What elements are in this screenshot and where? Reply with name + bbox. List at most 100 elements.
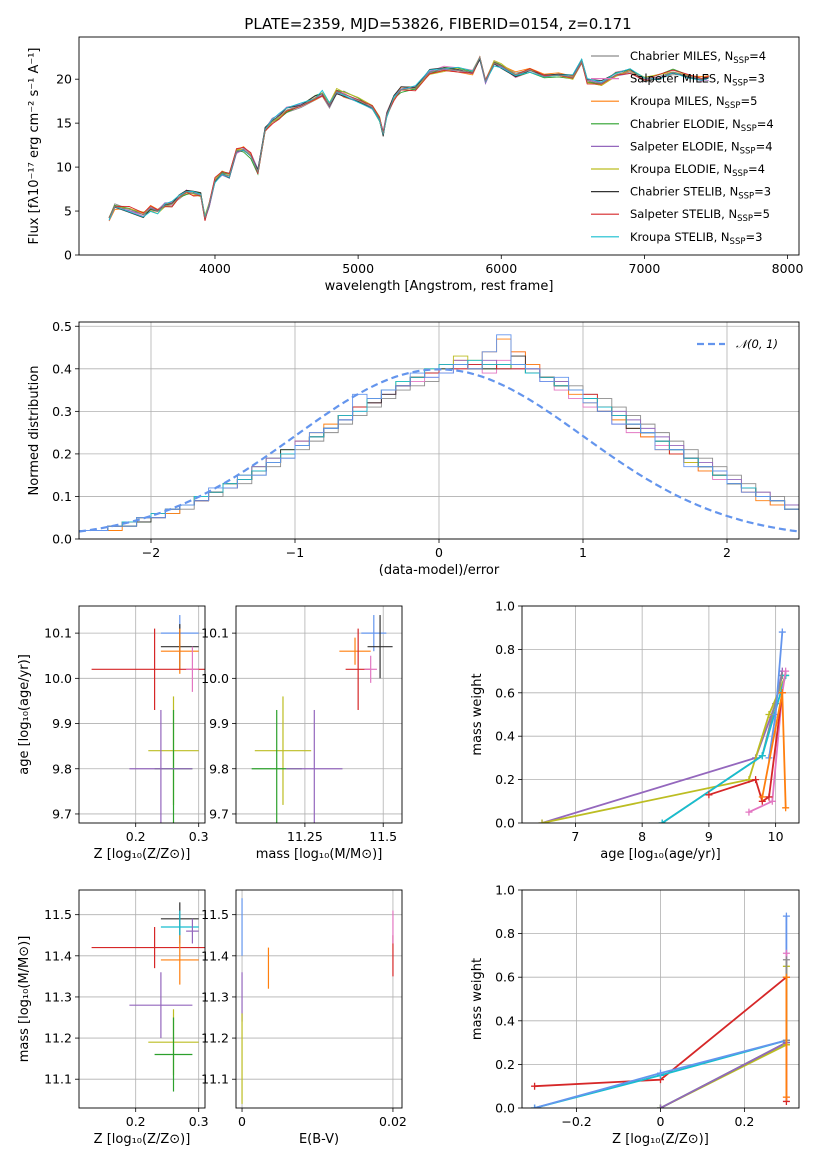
legend-label-suffix: =4 — [757, 117, 774, 131]
x-axis-label: Z [log₁₀(Z/Z⊙)] — [612, 1132, 709, 1147]
x-axis-label: age [log₁₀(age/yr)] — [600, 847, 721, 862]
y-tick-label: 5 — [64, 204, 72, 219]
weight-line-1 — [541, 675, 787, 823]
legend-label-sub: SSP — [738, 192, 754, 202]
legend-label-text: Salpeter ELODIE, N — [630, 139, 740, 153]
spectrum-model-3 — [108, 55, 709, 218]
x-axis-label: Z [log₁₀(Z/Z⊙)] — [94, 1132, 191, 1147]
x-tick-label: 4000 — [199, 261, 231, 276]
legend-label-sub: SSP — [737, 214, 753, 224]
weight-point-1 — [765, 711, 773, 718]
y-tick-label: 15 — [56, 116, 72, 131]
x-tick-label: 7 — [571, 829, 579, 844]
y-axis-label: age [log₁₀(age/yr)] — [17, 654, 32, 775]
spectrum-frame — [78, 36, 800, 256]
y-tick-label: 11.1 — [44, 1072, 72, 1087]
weight-point-8 — [782, 949, 790, 957]
weight-point-3 — [758, 752, 766, 760]
x-tick-label: 0.2 — [126, 1114, 146, 1129]
weight-line-5 — [660, 1041, 787, 1108]
legend-label-suffix: =3 — [754, 185, 771, 199]
y-tick-label: 9.8 — [52, 761, 72, 776]
y-tick-label: 11.4 — [44, 948, 72, 963]
y-tick-label: 9.9 — [209, 716, 229, 731]
legend-entry-label: Salpeter ELODIE, NSSP=4 — [630, 139, 773, 156]
weight-vs-Z-plot-area — [531, 912, 790, 1108]
weight-vs-age-axes: 7 8 9 10 0.0 0.2 0.4 0.6 0.8 1.0 age [log₁₀(age/yr… — [470, 599, 799, 862]
x-tick-label: 8000 — [772, 261, 804, 276]
mass-vs-ebv-plot-area — [241, 898, 394, 1104]
y-tick-label: 0.5 — [52, 319, 72, 334]
x-tick-label: 9 — [705, 829, 713, 844]
x-tick-label: 0 — [238, 1114, 246, 1129]
x-tick-label: −1 — [286, 545, 304, 560]
y-tick-label: 11.5 — [201, 907, 229, 922]
weight-point-6 — [752, 776, 760, 784]
spectrum-observed-line — [108, 56, 709, 219]
y-tick-label: 11.3 — [201, 989, 229, 1004]
x-tick-label: −0.2 — [561, 1114, 591, 1129]
x-tick-label: 2 — [723, 545, 731, 560]
weight-point-7 — [758, 793, 766, 801]
y-axis-label: mass weight — [470, 958, 485, 1040]
legend-label-sub: SSP — [740, 146, 756, 156]
weight-point-5 — [768, 797, 776, 805]
x-tick-label: 0.3 — [189, 829, 209, 844]
y-tick-label: 11.1 — [201, 1072, 229, 1087]
x-tick-label: 5000 — [342, 261, 374, 276]
y-tick-label: 0.0 — [495, 816, 515, 831]
y-tick-label: 0.0 — [495, 1101, 515, 1116]
age-vs-mass-plot-area — [251, 615, 393, 823]
legend-label-suffix: =4 — [748, 162, 765, 176]
legend-entry-label: Kroupa ELODIE, NSSP=4 — [630, 162, 765, 179]
x-tick-label: 11.25 — [287, 829, 323, 844]
x-tick-label: 0.2 — [734, 1114, 754, 1129]
residual-histogram-9 — [79, 334, 799, 539]
x-tick-label: 0.02 — [379, 1114, 407, 1129]
weight-point-10 — [782, 956, 790, 964]
legend-label-text: Kroupa ELODIE, N — [630, 162, 732, 176]
weight-point-5 — [782, 667, 790, 675]
weight-line-5 — [748, 670, 787, 813]
y-tick-label: 20 — [56, 72, 72, 87]
y-tick-label: 10.1 — [201, 626, 229, 641]
weight-point-5 — [745, 808, 753, 816]
legend-label-text: Kroupa MILES, N — [630, 94, 725, 108]
weight-point-0 — [531, 1082, 539, 1090]
x-tick-label: 0 — [657, 1114, 665, 1129]
mass-vs-Z-axes: 0.2 0.3 11.1 11.2 11.3 11.4 11.5 Z [log₁₀(Z/Z⊙)… — [17, 890, 209, 1147]
y-axis-label: mass [log₁₀(M/M⊙)] — [17, 936, 32, 1063]
age-vs-mass-axes: 11.25 11.5 9.7 9.8 9.9 10.0 10.1 mass [log₁₀(M/… — [201, 606, 402, 862]
legend-label-sub: SSP — [741, 124, 757, 134]
y-tick-label: 10.0 — [201, 671, 229, 686]
mass-vs-Z-plot-area — [91, 902, 205, 1092]
x-tick-label: 10 — [768, 829, 784, 844]
spectrum-model-8 — [108, 56, 709, 221]
legend-label-sub: SSP — [725, 101, 741, 111]
y-tick-label: 10 — [56, 160, 72, 175]
weight-point-6 — [765, 793, 773, 801]
residuals-legend: 𝒩(0, 1) — [697, 337, 778, 351]
y-tick-label: 9.9 — [52, 716, 72, 731]
legend-label-text: Chabrier ELODIE, N — [630, 117, 741, 131]
x-axis-label: E(B-V) — [299, 1132, 339, 1147]
legend-entry-label: Salpeter STELIB, NSSP=5 — [630, 207, 770, 224]
y-axis-label: Normed distribution — [27, 366, 42, 496]
y-tick-label: 1.0 — [495, 883, 515, 898]
weight-point-6 — [705, 791, 713, 799]
x-axis-label: Z [log₁₀(Z/Z⊙)] — [94, 847, 191, 862]
legend-label-sub: SSP — [733, 56, 749, 66]
legend-entry-label: Kroupa STELIB, NSSP=3 — [630, 230, 762, 247]
spectrum-axes: 4000 5000 6000 7000 8000 0 5 10 15 20 wavelength [… — [27, 48, 804, 295]
legend-entry-label: Chabrier STELIB, NSSP=3 — [630, 185, 771, 202]
weight-point-1 — [538, 819, 546, 823]
weight-point-7 — [778, 689, 786, 697]
mass-vs-Z-frame — [78, 889, 206, 1109]
y-tick-label: 10.0 — [44, 671, 72, 686]
y-tick-label: 10.1 — [44, 626, 72, 641]
legend-label-text: Chabrier STELIB, N — [630, 185, 738, 199]
y-tick-label: 0.3 — [52, 404, 72, 419]
y-tick-label: 0 — [64, 248, 72, 263]
